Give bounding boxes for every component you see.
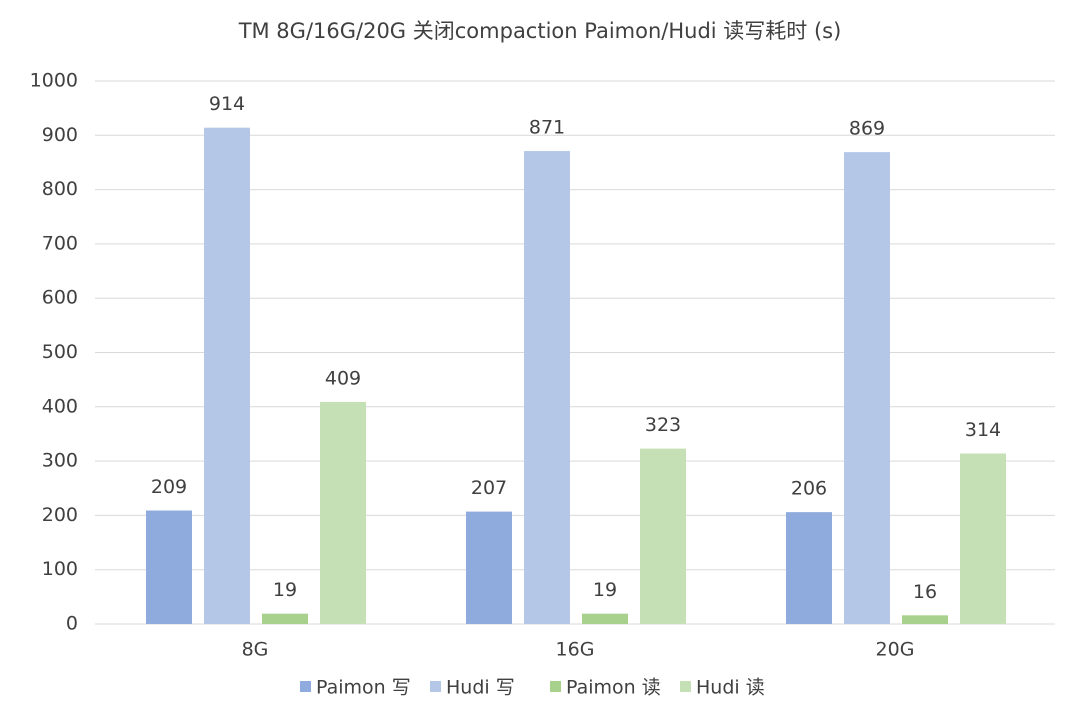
value-label: 869 [849,118,885,140]
y-tick-label: 700 [42,232,78,254]
chart-title: TM 8G/16G/20G 关闭compaction Paimon/Hudi 读… [238,19,842,43]
bar [204,127,250,624]
value-label: 914 [209,93,245,115]
legend-label: Paimon 写 [316,677,411,699]
legend-label: Hudi 写 [446,677,515,699]
y-tick-label: 800 [42,178,78,200]
x-tick-label: 8G [242,639,269,661]
y-tick-label: 600 [42,287,78,309]
bar [524,151,570,624]
legend-swatch [680,681,691,692]
y-tick-label: 400 [42,395,78,417]
y-tick-label: 200 [42,504,78,526]
y-tick-label: 900 [42,124,78,146]
value-label: 206 [791,478,827,500]
value-label: 207 [471,477,507,499]
bar [466,511,512,624]
x-tick-label: 16G [556,639,595,661]
bar [582,613,628,624]
bar [262,613,308,624]
bar [902,615,948,624]
y-tick-label: 0 [66,613,78,635]
bar [786,512,832,624]
y-tick-label: 100 [42,558,78,580]
legend-label: Hudi 读 [696,677,765,699]
x-tick-label: 20G [876,639,915,661]
value-label: 314 [965,419,1001,441]
legend-swatch [550,681,561,692]
bar [146,510,192,624]
y-tick-label: 1000 [30,70,78,92]
bar [844,152,890,624]
legend-swatch [300,681,311,692]
value-label: 16 [913,581,937,603]
y-tick-label: 300 [42,450,78,472]
value-label: 19 [593,579,617,601]
bar [960,453,1006,624]
bar [320,401,366,624]
value-label: 323 [645,414,681,436]
value-label: 19 [273,579,297,601]
legend-label: Paimon 读 [566,677,661,699]
value-label: 409 [325,367,361,389]
y-tick-label: 500 [42,341,78,363]
legend-swatch [430,681,441,692]
value-label: 209 [151,476,187,498]
value-label: 871 [529,117,565,139]
bar [640,448,686,624]
